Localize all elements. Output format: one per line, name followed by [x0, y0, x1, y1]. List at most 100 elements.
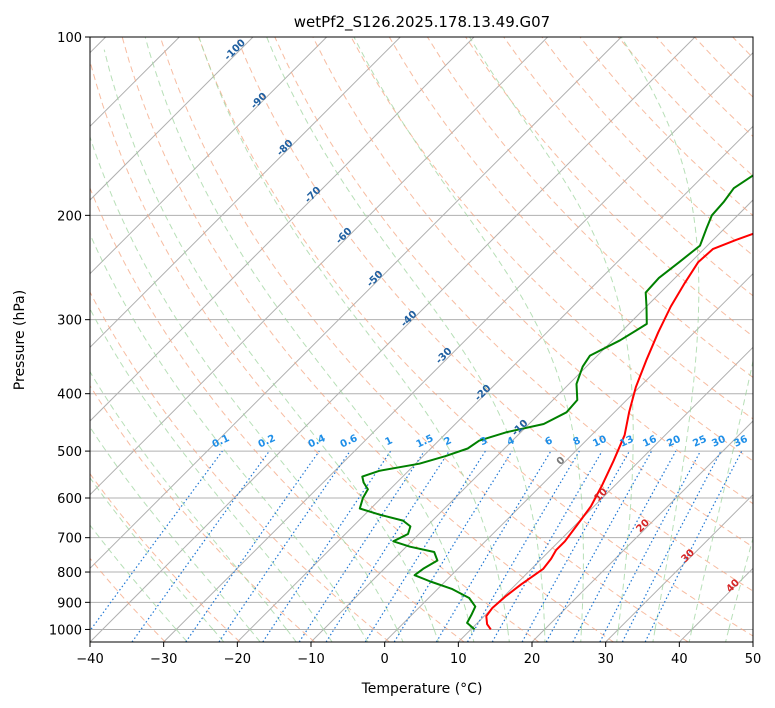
- x-tick-label: 50: [745, 652, 762, 667]
- moist-adiabat-line: [90, 476, 214, 630]
- moist-adiabat-line: [616, 629, 619, 642]
- isotherm-line: [310, 199, 753, 642]
- dewpoint-line: [358, 174, 753, 631]
- moist-adiabat-line: [433, 629, 439, 642]
- moist-adiabat-line: [144, 37, 472, 630]
- y-tick-label: 800: [57, 566, 82, 581]
- moist-adiabat-line: [507, 629, 510, 642]
- mixing-ratio-label: 1: [383, 435, 394, 448]
- moist-adiabat-line: [652, 629, 656, 642]
- x-tick-label: 0: [381, 652, 389, 667]
- dry-adiabat-line: [274, 37, 753, 548]
- mixing-ratio-label: 20: [665, 434, 682, 450]
- isotherm-line: [90, 37, 254, 201]
- isotherm-line: [90, 37, 475, 422]
- mixing-ratio-label: 10: [591, 434, 608, 450]
- isotherm-line: [90, 37, 328, 275]
- moist-adiabat-line: [103, 49, 435, 630]
- dry-adiabat-line: [198, 37, 753, 637]
- mixing-ratio-line: [262, 450, 392, 642]
- dry-adiabat-line: [312, 37, 753, 505]
- mixing-ratio-line: [185, 450, 320, 642]
- moist-adiabat-line: [90, 232, 361, 630]
- isotherm-line: [163, 51, 753, 642]
- mixing-ratio-line: [572, 450, 677, 642]
- y-tick-label: 700: [57, 532, 82, 547]
- x-tick-label: 30: [597, 652, 614, 667]
- moist-adiabat-line: [725, 629, 730, 642]
- isotherm-line: [90, 37, 401, 349]
- mixing-ratio-label: 4: [505, 435, 516, 448]
- dry-adiabat-line: [350, 37, 753, 462]
- moist-adiabat-line: [620, 37, 700, 630]
- dry-adiabat-line: [426, 37, 753, 378]
- x-tick-label: −30: [150, 652, 177, 667]
- moist-adiabat-line: [396, 629, 404, 642]
- mixing-ratio-line: [298, 450, 425, 642]
- mixing-ratio-line: [644, 450, 743, 642]
- moist-adiabat-line: [580, 629, 582, 642]
- isotherm-line: [531, 420, 753, 642]
- y-tick-label: 500: [57, 445, 82, 460]
- mixing-ratio-line: [325, 450, 450, 642]
- chart-title: wetPf2_S126.2025.178.13.49.G07: [294, 13, 550, 32]
- isotherm-line: [90, 37, 549, 496]
- x-tick-label: −20: [224, 652, 251, 667]
- y-tick-label: 900: [57, 596, 82, 611]
- x-tick-label: −40: [76, 652, 103, 667]
- x-tick-label: 20: [524, 652, 541, 667]
- mixing-ratio-label: 30: [710, 434, 727, 450]
- moist-adiabat-line: [90, 370, 288, 630]
- isotherm-line: [90, 37, 622, 570]
- moist-adiabat-line: [90, 308, 324, 630]
- dry-adiabat-line: [236, 37, 753, 592]
- dry-adiabat-line: [90, 186, 465, 642]
- mixing-ratio-line: [545, 450, 653, 642]
- mixing-ratio-line: [131, 450, 270, 642]
- mixing-ratio-labels: 0.1 0.2 0.4 0.6 1 1.5 2 3 4 6 8 10 13 16 20 25 30 36: [211, 433, 750, 450]
- moist-adiabat-line: [688, 629, 693, 642]
- moist-adiabat-line: [323, 629, 333, 642]
- y-tick-label: 1000: [49, 623, 82, 638]
- mixing-ratio-line: [218, 450, 351, 642]
- dry-adiabat-line: [159, 37, 689, 642]
- dry-adiabat-line: [90, 59, 540, 642]
- mixing-ratio-line: [521, 450, 631, 642]
- dry-adiabat-line: [121, 37, 614, 642]
- dry-adiabat-line: [90, 291, 390, 642]
- isotherm-line: [457, 346, 753, 642]
- isotherm-line: [384, 272, 753, 642]
- dry-adiabat-line: [90, 384, 316, 642]
- isotherm-line: [236, 125, 753, 642]
- moist-adiabat-line: [249, 629, 261, 642]
- dry-adiabat-line: [90, 472, 241, 642]
- moist-adiabat-line: [353, 37, 584, 630]
- moist-adiabat-line: [212, 629, 225, 642]
- dry-adiabat-line: [503, 37, 753, 297]
- x-tick-label: 10: [450, 652, 467, 667]
- plot-frame: [89, 36, 754, 643]
- moist-adiabat-line: [198, 37, 509, 630]
- isotherm-line: [605, 493, 753, 642]
- series-lines: [358, 174, 753, 631]
- x-tick-label: 40: [671, 652, 688, 667]
- moist-adiabat-line: [286, 629, 297, 642]
- mixing-ratio-label: 36: [732, 434, 749, 450]
- moist-adiabat-line: [266, 37, 546, 630]
- y-axis: 1000 900 800 700 600 500 400 300 200 100: [49, 31, 90, 638]
- moist-adiabat-line: [728, 536, 753, 630]
- y-axis-label: Pressure (hPa): [12, 290, 28, 390]
- dry-adiabat-line: [388, 37, 753, 420]
- mixing-ratio-label: 6: [543, 435, 554, 448]
- x-axis-label: Temperature (°C): [361, 681, 483, 697]
- mixing-ratio-line: [90, 450, 223, 632]
- background-lines: [90, 37, 753, 642]
- isotherm-line: [90, 37, 696, 642]
- mixing-ratio-label: 3: [478, 435, 489, 448]
- moist-adiabat-line: [470, 629, 475, 642]
- mixing-ratio-label: 25: [691, 434, 708, 450]
- mixing-ratio-label: 2: [442, 435, 453, 448]
- y-tick-label: 100: [57, 31, 82, 46]
- moist-adiabat-line: [175, 629, 188, 642]
